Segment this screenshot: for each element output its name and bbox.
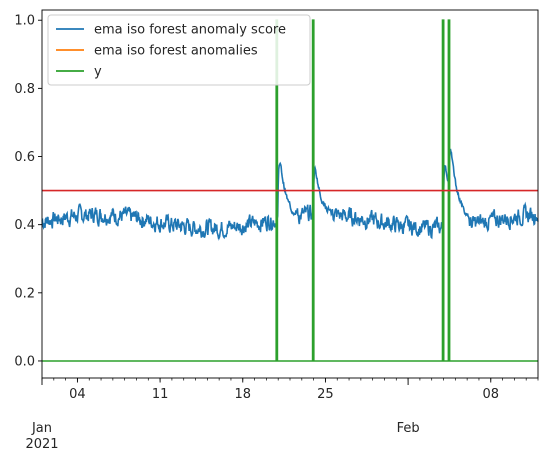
legend-box: [47, 14, 311, 86]
y-tick-label: 1.0: [14, 14, 35, 29]
x-tick-label: 18: [234, 387, 251, 402]
x-month-label: Jan: [31, 421, 52, 436]
legend: ema iso forest anomaly score ema iso fore…: [47, 14, 311, 86]
x-tick-label: 25: [317, 387, 334, 402]
x-tick-label: 08: [482, 387, 499, 402]
x-year-label: 2021: [25, 437, 58, 452]
x-month-label: Feb: [397, 421, 420, 436]
legend-label-1: ema iso forest anomaly score: [94, 23, 286, 38]
legend-label-2: ema iso forest anomalies: [94, 44, 258, 59]
y-tick-label: 0.6: [14, 150, 35, 165]
x-tick-label: 04: [69, 387, 86, 402]
y-tick-label: 0.2: [14, 286, 35, 301]
x-tick-label: 11: [152, 387, 169, 402]
series-line-anomaly-score: [41, 148, 539, 241]
y-tick-label: 0.8: [14, 82, 35, 97]
legend-label-3: y: [94, 65, 102, 80]
y-tick-label: 0.0: [14, 354, 35, 369]
y-tick-label: 0.4: [14, 218, 35, 233]
